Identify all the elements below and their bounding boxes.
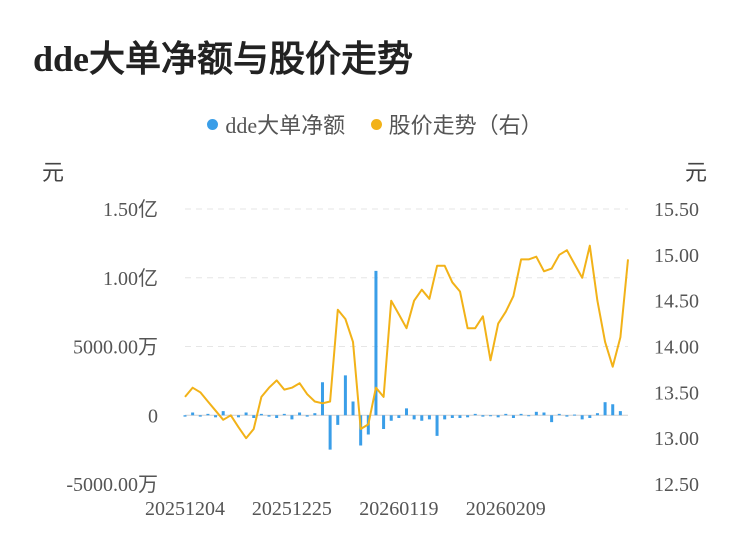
dde-bar: [290, 415, 294, 420]
x-axis-tick-label: 20260209: [466, 498, 546, 520]
dde-bar: [550, 415, 554, 423]
dde-bar: [198, 415, 202, 417]
dde-bar: [603, 402, 607, 416]
dde-bar: [412, 415, 416, 420]
dde-bar: [214, 415, 218, 418]
right-axis-tick-label: 13.50: [654, 382, 699, 404]
dde-bar: [267, 415, 271, 417]
dde-bar: [534, 411, 538, 416]
dde-bar: [374, 270, 378, 416]
legend-label-price: 股价走势（右）: [388, 113, 543, 138]
dde-bar: [565, 415, 569, 417]
dde-bar: [244, 412, 248, 416]
dde-bar: [275, 415, 279, 418]
chart-title: dde大单净额与股价走势: [33, 39, 414, 79]
dde-bar: [557, 413, 561, 416]
dde-bar: [504, 413, 508, 416]
dde-bar: [588, 415, 592, 418]
dde-bar: [450, 415, 454, 418]
dde-bar: [458, 415, 462, 418]
dde-bar: [481, 415, 485, 417]
dde-bar: [496, 415, 500, 418]
dde-bar: [527, 415, 531, 417]
dde-bar: [405, 408, 408, 416]
right-axis-tick-label: 15.00: [654, 245, 699, 267]
dde-bar: [489, 415, 493, 417]
dde-bar: [420, 415, 424, 421]
dde-bar: [320, 382, 324, 416]
dde-bar: [221, 411, 225, 416]
dde-bar: [328, 415, 332, 450]
dde-bar: [359, 415, 363, 446]
dde-legend-dot-icon: [207, 118, 219, 130]
dde-bar: [580, 415, 584, 420]
dde-bar: [298, 412, 302, 416]
dde-bar: [282, 413, 286, 416]
dde-bar: [389, 415, 393, 421]
legend: dde大单净额 股价走势（右）: [0, 108, 750, 140]
dde-bar: [595, 413, 599, 416]
x-axis-tick-label: 20251204: [145, 498, 225, 520]
dde-bar: [343, 375, 347, 416]
right-axis-tick-label: 14.00: [654, 337, 699, 359]
dde-bar: [466, 415, 470, 418]
left-axis-tick-label: -5000.00万: [66, 474, 158, 496]
right-axis-tick-label: 13.00: [654, 428, 699, 450]
left-axis-tick-label: 1.50亿: [103, 198, 158, 221]
dde-bar: [351, 401, 355, 416]
dde-bar: [259, 413, 263, 416]
legend-item-dde[interactable]: dde大单净额: [207, 108, 345, 140]
dde-bar: [573, 414, 577, 416]
dde-bar: [443, 415, 447, 420]
dde-bar: [397, 415, 401, 418]
dde-bar: [473, 413, 477, 416]
left-axis-unit: 元: [42, 160, 65, 185]
dde-bar: [252, 415, 256, 418]
legend-label-dde: dde大单净额: [225, 113, 346, 138]
dde-bar: [183, 415, 187, 417]
dde-bar: [611, 404, 615, 416]
dde-bar: [435, 415, 439, 436]
dde-bar: [519, 413, 523, 416]
dde-bar: [305, 415, 309, 417]
dde-bar: [313, 413, 317, 416]
dde-bar: [336, 415, 340, 425]
dde-bar: [618, 411, 622, 416]
x-axis-tick-label: 20260119: [359, 498, 438, 520]
dde-bar: [382, 415, 386, 429]
price-legend-dot-icon: [370, 118, 382, 130]
legend-item-price[interactable]: 股价走势（右）: [370, 108, 543, 140]
dde-bar: [191, 412, 195, 416]
right-axis-tick-label: 15.50: [654, 199, 699, 221]
left-axis-tick-label: 1.00亿: [103, 267, 158, 290]
right-axis-tick-label: 14.50: [654, 291, 699, 313]
right-axis-tick-label: 12.50: [654, 474, 699, 496]
dde-bar: [206, 413, 210, 416]
dde-bar: [511, 415, 515, 418]
price-line: [184, 244, 629, 440]
x-axis-tick-label: 20251225: [252, 498, 332, 520]
dde-bar: [427, 415, 431, 420]
dde-bar: [542, 412, 546, 416]
right-axis-unit: 元: [685, 160, 708, 185]
left-axis-tick-label: 5000.00万: [73, 337, 158, 359]
left-axis-tick-label: 0: [148, 405, 158, 427]
dde-bar: [236, 415, 240, 418]
